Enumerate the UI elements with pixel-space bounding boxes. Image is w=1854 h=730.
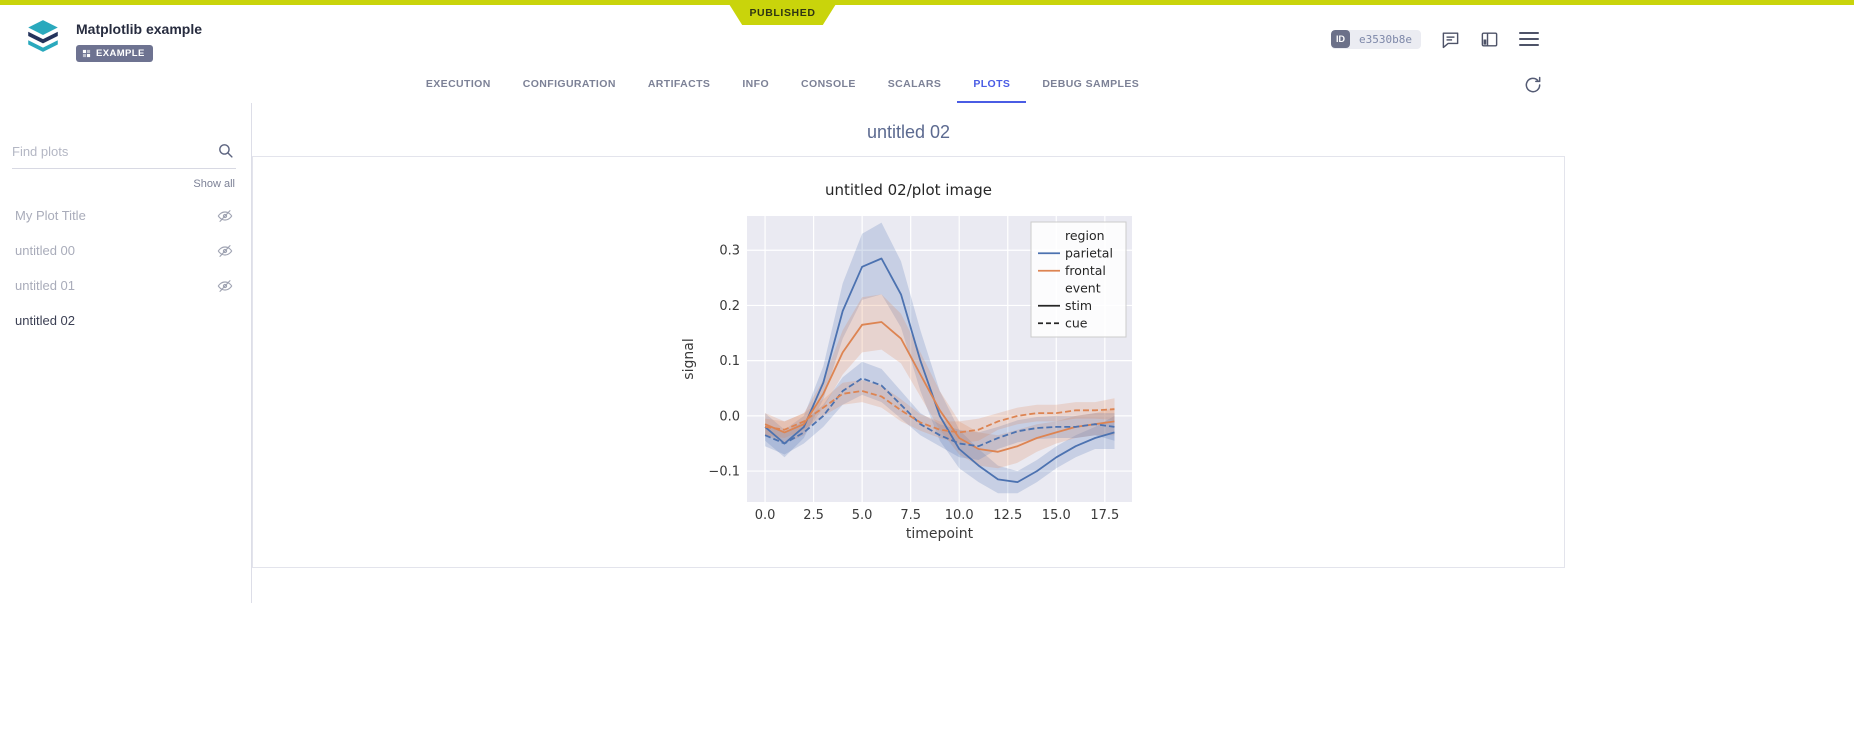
comments-icon xyxy=(1441,30,1460,49)
plot-item-label: untitled 01 xyxy=(15,278,75,293)
app-logo-icon xyxy=(24,19,62,53)
eye-off-icon[interactable] xyxy=(217,208,233,224)
svg-text:2.5: 2.5 xyxy=(803,508,824,523)
comments-button[interactable] xyxy=(1441,30,1460,49)
id-badge[interactable]: ID e3530b8e xyxy=(1331,29,1421,49)
figure-title: untitled 02/plot image xyxy=(824,181,992,199)
menu-button[interactable] xyxy=(1519,31,1539,47)
svg-text:region: region xyxy=(1065,228,1105,243)
tab-console[interactable]: CONSOLE xyxy=(801,78,856,90)
svg-text:timepoint: timepoint xyxy=(906,526,974,542)
svg-text:5.0: 5.0 xyxy=(852,508,873,523)
tab-info[interactable]: INFO xyxy=(742,78,770,90)
header: Matplotlib example EXAMPLE ID xyxy=(0,0,1565,67)
plot-item-label: untitled 02 xyxy=(15,313,75,328)
id-badge-label: ID xyxy=(1331,30,1351,48)
svg-text:15.0: 15.0 xyxy=(1042,508,1071,523)
plots-main: untitled 02 untitled 02/plot image 0.0 2.… xyxy=(252,103,1565,603)
tab-scalars[interactable]: SCALARS xyxy=(887,78,942,90)
plot-list-item-untitled-00[interactable]: untitled 00 xyxy=(12,233,236,268)
plot-search xyxy=(12,141,236,169)
panel-layout-icon xyxy=(1480,30,1499,49)
show-all-link[interactable]: Show all xyxy=(193,178,235,190)
status-ribbon xyxy=(0,0,1854,5)
tag-icon xyxy=(82,49,91,58)
published-label: PUBLISHED xyxy=(749,6,816,19)
search-input[interactable] xyxy=(12,144,212,159)
plot-group-title: untitled 02 xyxy=(866,122,951,142)
example-badge-label: EXAMPLE xyxy=(96,48,145,59)
refresh-button[interactable] xyxy=(1523,75,1543,95)
plots-sidebar: Show all My Plot Title untitled 00 xyxy=(0,103,252,603)
published-badge: PUBLISHED xyxy=(726,0,839,25)
plot-list-item-my-plot-title[interactable]: My Plot Title xyxy=(12,198,236,233)
svg-text:signal: signal xyxy=(681,338,697,379)
plot-list-item-untitled-01[interactable]: untitled 01 xyxy=(12,268,236,303)
hamburger-menu-icon xyxy=(1519,31,1539,47)
svg-text:parietal: parietal xyxy=(1065,245,1113,260)
tab-configuration[interactable]: CONFIGURATION xyxy=(522,78,616,90)
eye-off-icon[interactable] xyxy=(217,243,233,259)
plot-svg[interactable]: 0.0 2.5 5.0 7.5 10.0 12.5 15.0 17.5 −0.1 0.0 0.1 0.… xyxy=(679,209,1138,547)
eye-off-icon[interactable] xyxy=(217,278,233,294)
plot-list: My Plot Title untitled 00 xyxy=(12,198,236,338)
svg-text:12.5: 12.5 xyxy=(993,508,1022,523)
svg-text:7.5: 7.5 xyxy=(900,508,921,523)
svg-text:0.0: 0.0 xyxy=(719,409,740,424)
svg-text:0.0: 0.0 xyxy=(755,508,776,523)
plot-card: untitled 02/plot image 0.0 2.5 5.0 7.5 10.0 1… xyxy=(252,156,1565,568)
svg-text:event: event xyxy=(1065,280,1101,295)
svg-text:10.0: 10.0 xyxy=(945,508,974,523)
svg-text:0.1: 0.1 xyxy=(719,354,740,369)
svg-text:0.2: 0.2 xyxy=(719,299,740,314)
plot-list-item-untitled-02[interactable]: untitled 02 xyxy=(12,303,236,338)
app-window: PUBLISHED Matplotlib example xyxy=(0,0,1565,603)
svg-text:cue: cue xyxy=(1065,315,1088,330)
search-icon xyxy=(217,142,234,164)
id-badge-value: e3530b8e xyxy=(1359,32,1412,46)
tab-bar: EXECUTION CONFIGURATION ARTIFACTS INFO C… xyxy=(0,67,1565,103)
details-panel-button[interactable] xyxy=(1480,30,1499,49)
refresh-icon xyxy=(1523,75,1543,95)
svg-text:frontal: frontal xyxy=(1065,263,1106,278)
tab-execution[interactable]: EXECUTION xyxy=(425,78,491,90)
experiment-title: Matplotlib example xyxy=(76,21,203,37)
svg-text:17.5: 17.5 xyxy=(1090,508,1119,523)
svg-text:−0.1: −0.1 xyxy=(708,465,740,480)
tab-plots[interactable]: PLOTS xyxy=(957,67,1027,103)
svg-text:0.3: 0.3 xyxy=(719,244,740,259)
tab-artifacts[interactable]: ARTIFACTS xyxy=(647,78,711,90)
plot-item-label: untitled 00 xyxy=(15,243,75,258)
svg-text:stim: stim xyxy=(1065,298,1092,313)
plot-item-label: My Plot Title xyxy=(15,208,86,223)
example-badge: EXAMPLE xyxy=(76,45,153,62)
tab-debug-samples[interactable]: DEBUG SAMPLES xyxy=(1042,78,1140,90)
